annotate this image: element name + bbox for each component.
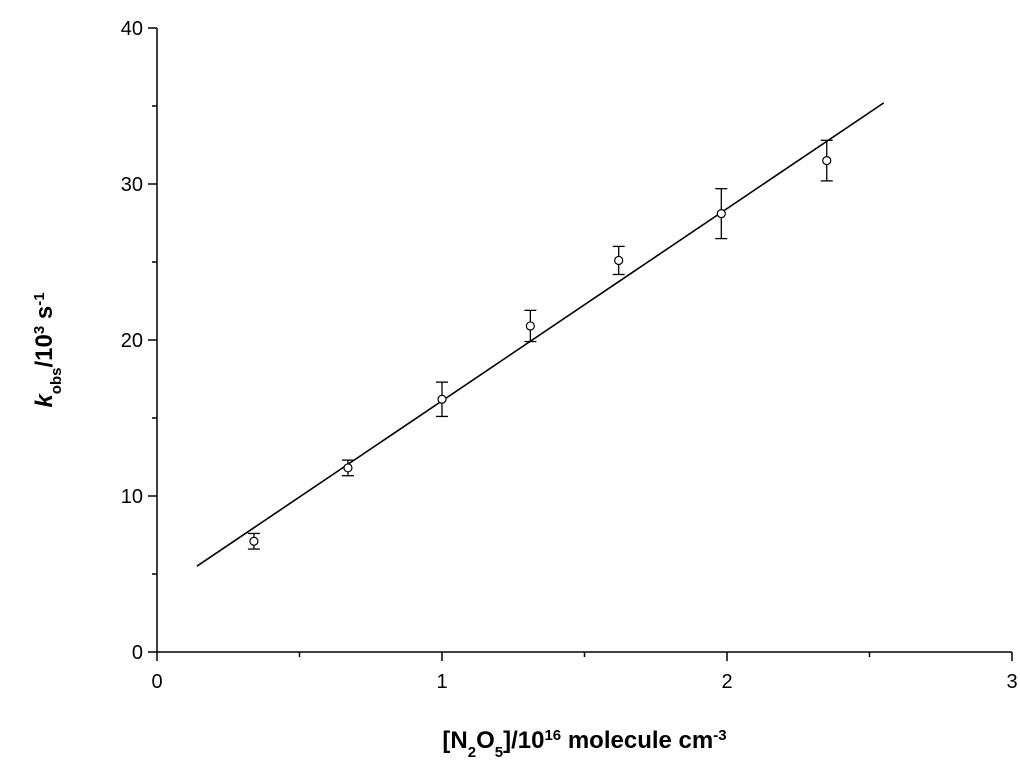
superscript-text: -3	[713, 727, 726, 744]
data-point	[614, 255, 624, 266]
x-tick-label: 3	[1006, 671, 1017, 693]
data-point	[437, 394, 447, 404]
x-tick-label: 0	[151, 671, 162, 693]
data-point	[822, 156, 832, 166]
superscript-text: -1	[31, 292, 48, 305]
italic-text: k	[31, 393, 58, 408]
data-point	[249, 536, 259, 546]
data-series	[196, 102, 885, 567]
y-tick-label: 30	[121, 174, 143, 196]
x-axis-ticks: 0 1 2 3	[151, 652, 1018, 693]
label-text: /10	[31, 334, 58, 367]
x-axis-title: [N2O5]/1016 molecule cm-3	[442, 727, 726, 761]
superscript-text: 16	[544, 727, 561, 744]
data-point	[343, 463, 353, 473]
subscript-text: obs	[48, 368, 65, 395]
y-tick-label: 40	[121, 18, 143, 40]
y-axis-title: kobs/103 s-1	[31, 292, 65, 407]
data-point	[716, 209, 726, 219]
y-tick-label: 10	[121, 486, 143, 508]
x-tick-label: 1	[436, 671, 447, 693]
label-text: ]/10	[503, 727, 544, 754]
x-tick-label: 2	[721, 671, 732, 693]
label-text: molecule cm	[561, 727, 713, 754]
data-point	[525, 321, 535, 331]
y-tick-label: 20	[121, 330, 143, 352]
label-text: [N	[442, 727, 467, 754]
subscript-text: 2	[468, 744, 476, 761]
superscript-text: 3	[31, 326, 48, 334]
y-axis-ticks: 0 10 20 30 40	[121, 18, 157, 664]
label-text: s	[31, 306, 58, 326]
linear-fit-line	[196, 102, 885, 567]
y-tick-label: 0	[132, 642, 143, 664]
subscript-text: 5	[495, 744, 503, 761]
axes	[156, 28, 1012, 653]
label-text: O	[476, 727, 495, 754]
